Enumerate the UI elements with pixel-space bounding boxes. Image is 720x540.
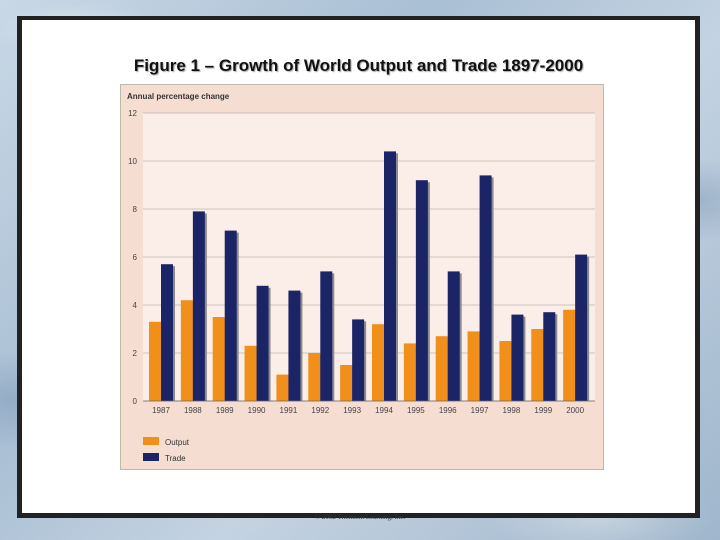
bar-output [149, 321, 161, 401]
bar-trade [224, 230, 237, 401]
x-tick-label: 2000 [566, 406, 584, 415]
x-tick-label: 1998 [503, 406, 521, 415]
y-tick-label: 12 [128, 109, 137, 118]
bar-trade [384, 151, 396, 401]
bar-output [308, 353, 321, 401]
y-tick-label: 4 [133, 301, 138, 310]
bar-trade [447, 271, 460, 401]
copyright-notice: © 2002 Thomson Learning, Inc. [314, 513, 406, 521]
x-tick-label: 1991 [280, 406, 298, 415]
legend-swatch [143, 437, 159, 445]
legend-label: Trade [165, 454, 186, 463]
bar-trade [415, 180, 428, 401]
bar-output [467, 331, 480, 401]
bar-output [531, 329, 544, 401]
legend-label: Output [165, 438, 190, 447]
bar-output [276, 374, 289, 401]
slide-panel: Figure 1 – Growth of World Output and Tr… [22, 20, 695, 513]
bar-output [212, 317, 225, 401]
bar-output [563, 309, 576, 401]
bar-output [403, 343, 416, 401]
bar-output [340, 365, 353, 401]
y-tick-label: 6 [133, 253, 138, 262]
bar-output [372, 324, 384, 401]
chart-area: Annual percentage change 0 2 4 6 8 10 12 1987 198… [120, 84, 604, 470]
x-tick-label: 1988 [184, 406, 202, 415]
x-tick-label: 1997 [471, 406, 489, 415]
bar-trade [256, 285, 269, 401]
y-tick-label: 8 [133, 205, 138, 214]
x-tick-label: 1990 [248, 406, 266, 415]
figure-title: Figure 1 – Growth of World Output and Tr… [133, 56, 584, 75]
x-tick-label: 1994 [375, 406, 393, 415]
bar-output [435, 336, 448, 401]
slide-frame: Figure 1 – Growth of World Output and Tr… [17, 16, 700, 518]
bar-output [244, 345, 257, 401]
bar-trade [543, 312, 556, 401]
x-tick-label: 1992 [311, 406, 329, 415]
bar-trade [192, 211, 205, 401]
bar-trade [161, 264, 173, 401]
bar-output [499, 341, 512, 401]
bar-trade [575, 254, 588, 401]
y-tick-label: 10 [128, 157, 137, 166]
x-tick-label: 1993 [343, 406, 361, 415]
bar-trade [479, 175, 492, 401]
bar-trade [352, 319, 365, 401]
bar-trade [320, 271, 333, 401]
y-tick-label: 2 [133, 349, 138, 358]
y-tick-label: 0 [133, 397, 138, 406]
y-axis-label: Annual percentage change [127, 92, 230, 101]
bar-trade [288, 290, 301, 401]
bar-trade [511, 314, 524, 401]
x-tick-label: 1996 [439, 406, 457, 415]
legend-swatch [143, 453, 159, 461]
x-tick-label: 1999 [534, 406, 552, 415]
x-tick-label: 1989 [216, 406, 234, 415]
bar-output [180, 300, 193, 401]
x-tick-label: 1987 [152, 406, 170, 415]
bar-chart: Annual percentage change 0 2 4 6 8 10 12 1987 198… [127, 92, 595, 463]
x-tick-label: 1995 [407, 406, 425, 415]
